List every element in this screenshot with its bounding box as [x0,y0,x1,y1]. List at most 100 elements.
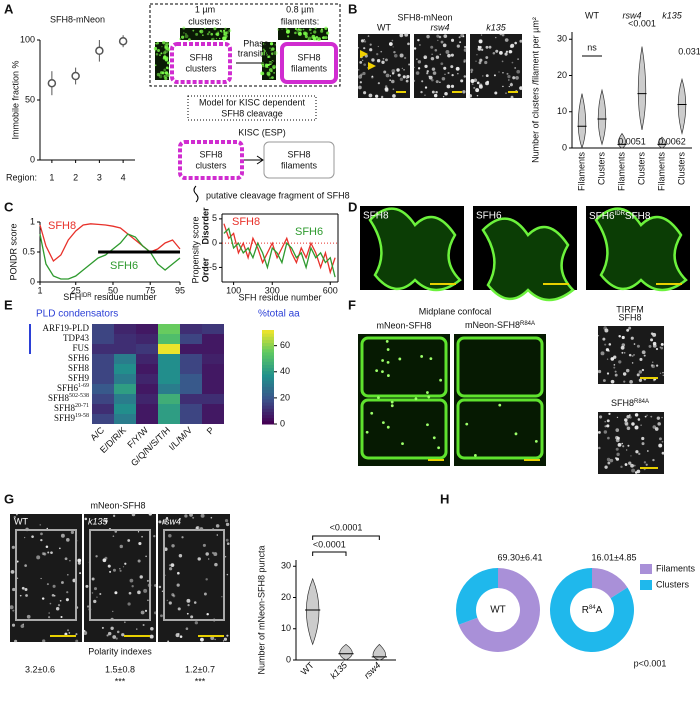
speckle [208,31,211,34]
speckle [215,37,218,40]
speckle [162,57,166,60]
speckle [67,574,69,576]
speckle [638,378,643,382]
speckle [150,626,154,631]
speckle [638,370,643,374]
speckle [68,632,71,634]
speckle [193,601,197,604]
heat-cell [92,364,114,374]
speckle [311,34,316,39]
colorbar-step [262,411,274,416]
heat-cell [158,384,180,394]
speckle [463,60,466,63]
speckle [382,57,385,60]
colorbar-tick-label: 20 [280,392,290,402]
speckle [178,38,182,41]
speckle [93,599,97,604]
speckle [656,416,661,420]
arrow-text: transition [238,48,275,58]
speckle [485,56,489,59]
speckle [424,86,428,89]
punctum [437,446,441,450]
speckle [138,541,142,546]
speckle [163,68,167,72]
heat-cell [136,404,158,414]
speckle [618,360,622,364]
punctum [385,339,389,343]
speckle [621,335,625,340]
speckle [510,95,514,99]
punctum [381,359,384,362]
speckle [407,42,410,46]
speckle [458,36,461,39]
speckle [501,60,504,63]
speckle [139,575,143,579]
speckle [326,31,330,35]
speckle [112,610,114,613]
punctum [429,357,433,361]
speckle [412,79,416,83]
speckle [637,418,641,421]
speckle [426,72,429,75]
y-tick-label: 0 [212,238,217,248]
speckle [155,53,159,56]
heat-cell [158,404,180,414]
donut-segment [549,568,634,652]
group-label: rsw4 [622,10,641,20]
image-title: TIRFM [616,304,644,314]
significance: 0.0062 [658,136,686,146]
speckle [484,60,488,65]
speckle [652,341,657,346]
speckle [149,634,154,639]
speckle [384,87,389,91]
speckle [416,58,418,60]
speckle [440,62,444,66]
speckle [391,69,396,73]
superscript: IDR [81,293,92,299]
speckle [418,44,421,46]
speckle [106,634,109,637]
speckle [504,38,509,42]
speckle [194,621,198,625]
speckle [659,346,661,348]
category-label: WT [490,605,506,616]
heat-cell [180,344,202,354]
legend-text: putative cleavage fragment of SFH8 [206,190,350,200]
speckle [603,430,608,434]
heat-cell [180,354,202,364]
speckle [607,436,610,440]
speckle [519,39,523,43]
x-tick-label: 1 [37,285,42,295]
cell-wall [15,529,77,621]
speckle [269,77,272,80]
point [95,46,104,56]
x-tick-label: Filaments [656,152,666,192]
speckle [516,69,521,74]
label-part: SFH8 [611,398,634,408]
speckle [509,83,513,87]
speckle [77,561,81,565]
speckle [384,85,388,88]
legend-swatch [640,580,652,590]
row-label: SFH61-69 [57,383,89,393]
x-tick-label: 50 [108,285,118,295]
box-text: clusters [195,160,227,170]
speckle [402,75,406,79]
speckle [36,555,41,560]
speckle [22,623,24,625]
y-tick-label: 10 [281,623,291,633]
speckle [262,64,265,68]
speckle [109,570,112,573]
speckle [262,42,266,46]
speckle [271,47,275,51]
label-part: SFH8 [48,393,70,403]
y-tick-label: 100 [20,34,35,44]
violin [657,136,667,149]
heat-cell [92,394,114,404]
speckle [502,85,504,88]
speckle [160,52,163,55]
speckle [408,63,411,66]
speckle [287,35,290,38]
speckle [638,452,641,456]
speckle [392,88,395,91]
